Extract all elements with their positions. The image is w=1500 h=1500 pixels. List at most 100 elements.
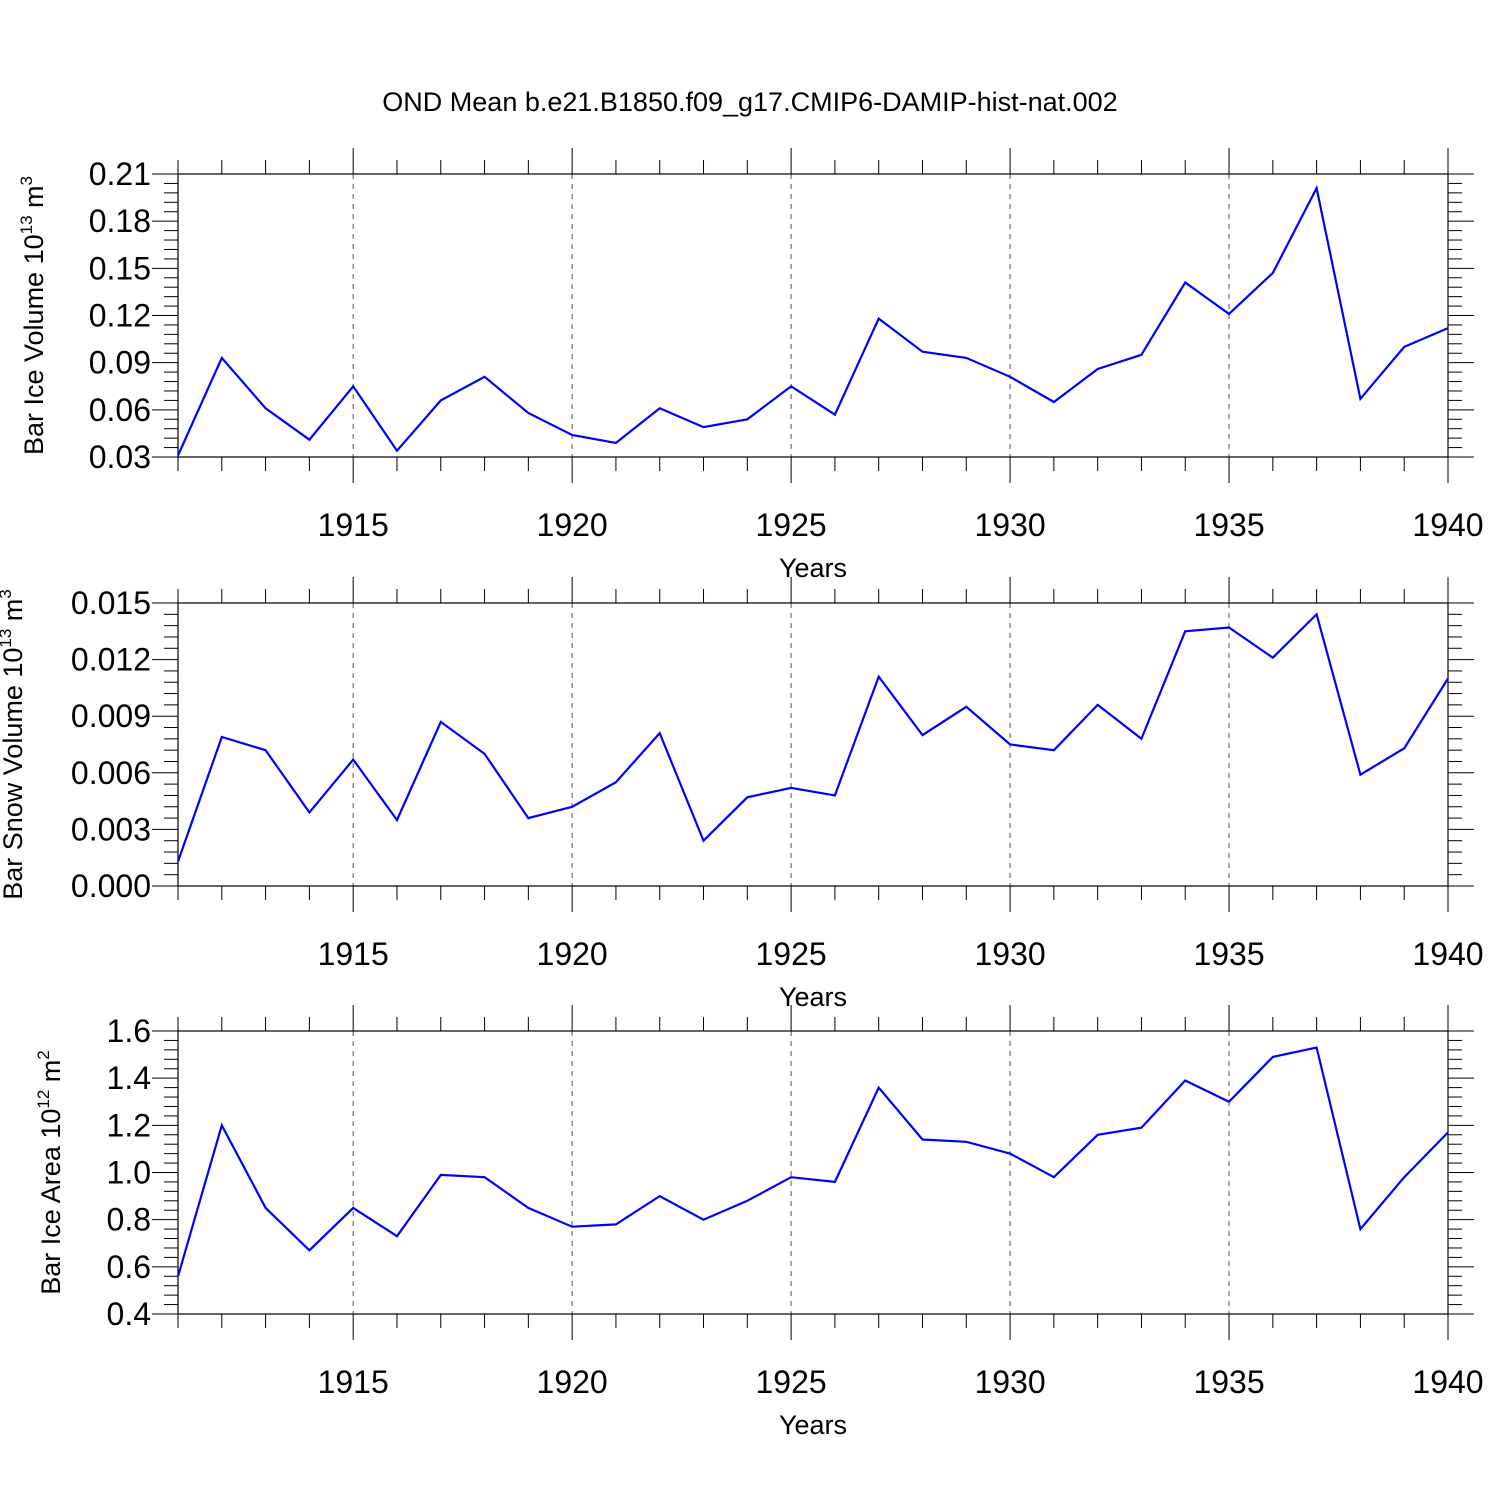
x-tick-label: 1940 <box>1412 507 1483 543</box>
data-point <box>1097 1134 1099 1136</box>
y-tick-label: 0.6 <box>107 1249 151 1285</box>
x-tick-label: 1930 <box>974 507 1045 543</box>
y-tick-label: 0.18 <box>89 203 151 239</box>
data-point <box>527 1207 529 1209</box>
y-tick-label: 0.003 <box>71 811 151 847</box>
y-tick-label: 0.015 <box>71 585 151 621</box>
y-tick-label: 0.4 <box>107 1296 151 1332</box>
data-point <box>1403 1176 1405 1178</box>
y-tick-label: 0.06 <box>89 392 151 428</box>
data-point <box>921 351 923 353</box>
x-tick-label: 1930 <box>974 936 1045 972</box>
data-point <box>921 1138 923 1140</box>
y-tick-label: 1.6 <box>107 1013 151 1049</box>
figure-title: OND Mean b.e21.B1850.f09_g17.CMIP6-DAMIP… <box>382 87 1117 117</box>
data-point <box>615 781 617 783</box>
data-point <box>1097 368 1099 370</box>
data-point <box>834 1181 836 1183</box>
x-axis-label: Years <box>779 982 847 1012</box>
data-point <box>615 1223 617 1225</box>
y-tick-label: 0.012 <box>71 642 151 678</box>
x-tick-label: 1940 <box>1412 936 1483 972</box>
data-point <box>1228 627 1230 629</box>
data-point <box>1316 613 1318 615</box>
data-point <box>265 749 267 751</box>
data-point <box>396 450 398 452</box>
data-point <box>484 753 486 755</box>
data-point <box>1009 1153 1011 1155</box>
data-point <box>1184 630 1186 632</box>
chart-panel-1: 0.03 0.06 0.09 0.12 0.15 0.18 0.21 1915 1920 1925… <box>17 148 1484 583</box>
y-axis-label: Bar Ice Area 1012 m2 <box>34 1050 66 1295</box>
y-axis-label: Bar Snow Volume 1013 m3 <box>0 589 28 900</box>
data-point <box>878 318 880 320</box>
data-point <box>790 787 792 789</box>
x-tick-label: 1935 <box>1193 507 1264 543</box>
data-point <box>965 357 967 359</box>
x-tick-label: 1930 <box>974 1364 1045 1400</box>
data-point <box>1140 1127 1142 1129</box>
data-point <box>1228 313 1230 315</box>
data-point <box>396 819 398 821</box>
data-point <box>1403 346 1405 348</box>
data-point <box>1140 354 1142 356</box>
data-point <box>703 426 705 428</box>
data-point <box>615 442 617 444</box>
x-tick-label: 1915 <box>318 1364 389 1400</box>
y-axis-label: Bar Ice Volume 1013 m3 <box>17 176 49 455</box>
plot-frame <box>177 602 1449 887</box>
data-point <box>396 1235 398 1237</box>
data-point <box>1272 657 1274 659</box>
data-point <box>1447 1131 1449 1133</box>
x-tick-label: 1920 <box>537 936 608 972</box>
data-point <box>571 806 573 808</box>
data-point <box>177 860 179 862</box>
y-tick-label: 0.12 <box>89 298 151 334</box>
data-point <box>746 418 748 420</box>
data-point <box>1228 1101 1230 1103</box>
data-point <box>1184 281 1186 283</box>
x-axis-label: Years <box>779 1410 847 1440</box>
x-tick-label: 1935 <box>1193 1364 1264 1400</box>
data-point <box>746 796 748 798</box>
y-tick-label: 1.4 <box>107 1060 151 1096</box>
y-tick-label: 0.15 <box>89 250 151 286</box>
data-point <box>527 412 529 414</box>
data-point <box>1140 738 1142 740</box>
data-point <box>790 385 792 387</box>
data-point <box>265 1207 267 1209</box>
x-tick-label: 1935 <box>1193 936 1264 972</box>
data-point <box>221 736 223 738</box>
data-point <box>1359 398 1361 400</box>
data-point <box>1447 327 1449 329</box>
data-point <box>571 1226 573 1228</box>
data-point <box>965 706 967 708</box>
data-point <box>221 357 223 359</box>
data-point <box>965 1141 967 1143</box>
y-tick-label: 0.009 <box>71 698 151 734</box>
data-point <box>440 721 442 723</box>
series-line <box>176 184 1449 456</box>
data-point <box>878 1087 880 1089</box>
data-point <box>703 1219 705 1221</box>
data-point <box>527 817 529 819</box>
data-point <box>1053 1176 1055 1178</box>
data-point <box>308 439 310 441</box>
data-point <box>1053 401 1055 403</box>
data-point <box>1009 376 1011 378</box>
data-point <box>1316 187 1318 189</box>
data-point <box>308 1249 310 1251</box>
x-axis-label: Years <box>779 553 847 583</box>
data-point <box>352 385 354 387</box>
y-tick-label: 0.09 <box>89 345 151 381</box>
y-tick-label: 0.03 <box>89 439 151 475</box>
y-tick-label: 0.000 <box>71 868 151 904</box>
data-point <box>352 759 354 761</box>
y-tick-label: 0.8 <box>107 1202 151 1238</box>
data-point <box>352 1207 354 1209</box>
data-point <box>834 794 836 796</box>
data-point <box>265 407 267 409</box>
series-line <box>176 1046 1449 1277</box>
y-tick-label: 0.006 <box>71 755 151 791</box>
